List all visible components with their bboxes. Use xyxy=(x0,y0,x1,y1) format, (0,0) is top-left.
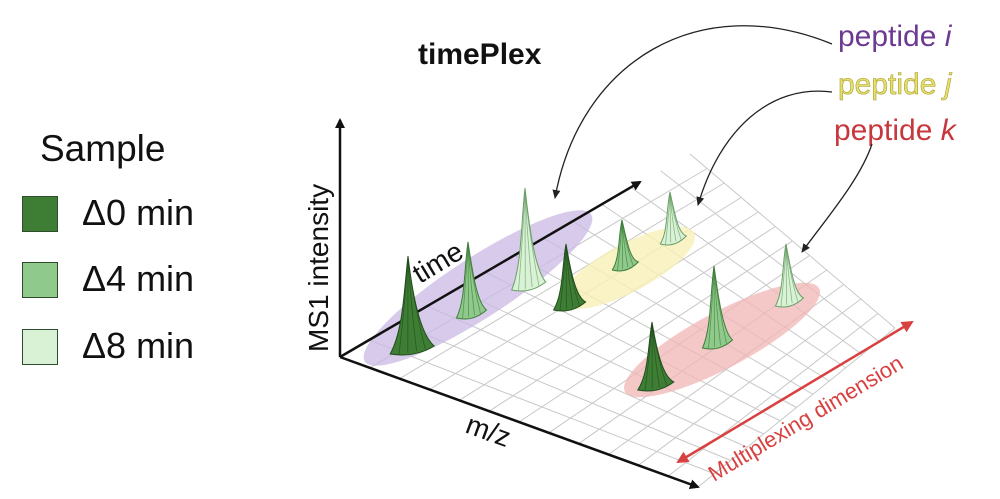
peak-stripe xyxy=(621,222,634,266)
peak-stripe xyxy=(565,246,580,306)
peak-stripe xyxy=(518,190,526,291)
multiplex-arrow xyxy=(676,320,914,464)
arrow-peptide-i xyxy=(552,25,833,199)
peptide-i-label: peptide i xyxy=(838,20,951,54)
peak-i-4 xyxy=(455,241,488,320)
peptide-k-prefix: peptide xyxy=(834,114,941,147)
grid-line xyxy=(488,226,776,412)
peak-j-4 xyxy=(611,219,640,272)
peptide-j-prefix: peptide xyxy=(838,68,945,102)
mz-axis-label: m/z xyxy=(462,409,515,454)
diagram-title: timePlex xyxy=(418,38,542,71)
legend-swatch-4min xyxy=(22,262,58,298)
peak-j-0 xyxy=(552,243,587,312)
peak-stripe xyxy=(398,258,409,355)
legend-swatch-0min xyxy=(22,196,58,232)
peak-stripe xyxy=(713,268,715,347)
y-axis-label: MS1 intensity xyxy=(303,184,334,352)
legend-label-0min: Δ0 min xyxy=(82,192,195,233)
peaks xyxy=(389,187,805,392)
peak-stripe xyxy=(708,268,715,349)
peak-stripe xyxy=(407,258,426,350)
peak-stripe xyxy=(559,246,567,311)
peak-stripe xyxy=(713,268,727,344)
peptide-j-var: j xyxy=(944,68,952,102)
grid-line xyxy=(459,211,759,401)
legend: Sample Δ0 min Δ4 min Δ8 min xyxy=(0,0,240,499)
legend-label-4min: Δ4 min xyxy=(82,258,195,299)
legend-swatch-8min xyxy=(22,329,58,365)
peak-stripe xyxy=(669,194,682,240)
peak-stripe xyxy=(651,324,667,386)
legend-title: Sample xyxy=(40,128,166,169)
multiplex-label: Multiplexing dimension xyxy=(704,350,908,486)
arrow-peptide-k xyxy=(801,143,873,253)
peak-stripe xyxy=(407,258,417,352)
peak-stripe xyxy=(467,244,469,317)
peak-i-8 xyxy=(511,187,547,292)
peak-stripe xyxy=(713,268,721,346)
peptide-j-label: peptide j xyxy=(838,68,952,102)
peak-j-8 xyxy=(659,191,688,246)
peak-k-0 xyxy=(636,321,675,392)
peak-k-8 xyxy=(774,243,805,308)
peak-stripe xyxy=(524,190,533,288)
peptide-k-var: k xyxy=(940,114,956,147)
peak-k-4 xyxy=(701,265,734,350)
peak-stripe xyxy=(467,244,481,314)
peak-stripe xyxy=(524,190,540,286)
mz-axis xyxy=(339,355,700,489)
peak-stripe xyxy=(462,244,469,319)
peak-stripe xyxy=(651,324,660,388)
time-axis xyxy=(339,180,642,359)
arrow-peptide-j xyxy=(696,90,833,206)
peak-stripe xyxy=(644,324,653,391)
peak-body xyxy=(659,191,688,246)
peak-i-0 xyxy=(389,255,436,356)
peptide-i-prefix: peptide xyxy=(838,20,945,53)
peptide-i-var: i xyxy=(944,20,952,53)
peptide-k-label: peptide k xyxy=(834,114,956,148)
peak-stripe xyxy=(785,246,799,302)
grid-line xyxy=(518,240,793,423)
legend-label-8min: Δ8 min xyxy=(82,325,195,366)
